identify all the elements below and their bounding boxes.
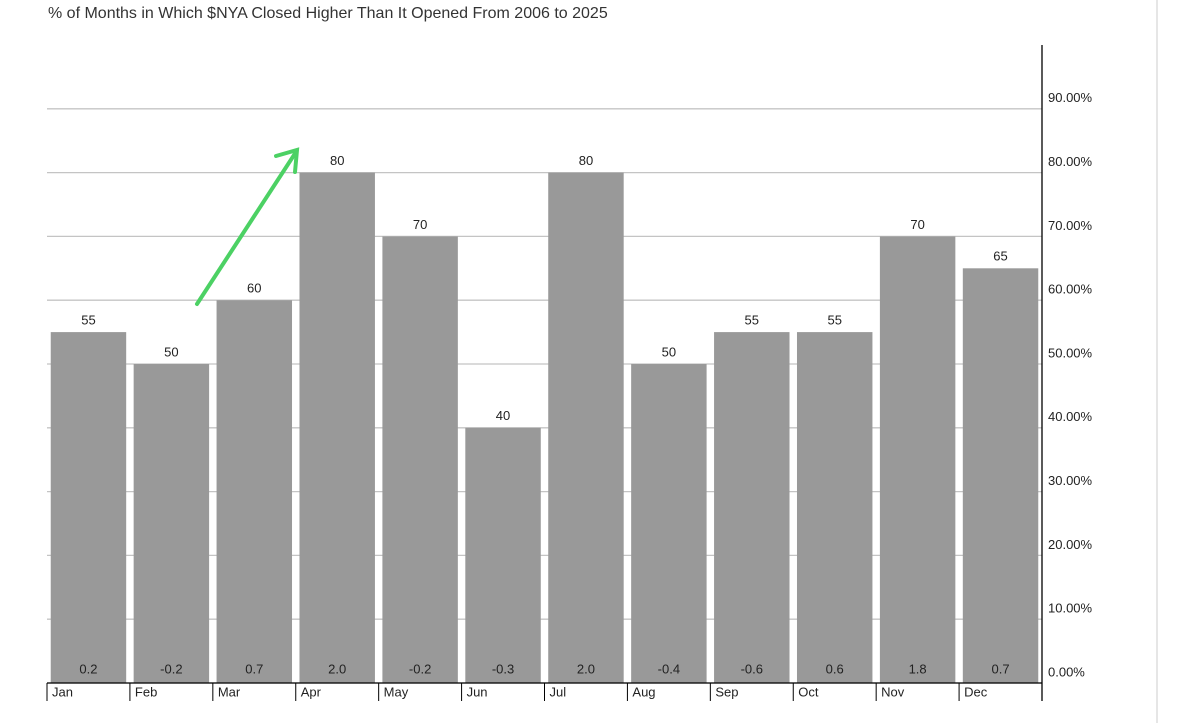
bar-note: -0.2 bbox=[409, 661, 431, 676]
bar bbox=[548, 172, 624, 683]
x-tick-label: Aug bbox=[632, 684, 655, 699]
value-label: 55 bbox=[827, 313, 841, 328]
y-tick-label: 0.00% bbox=[1048, 664, 1085, 679]
bar-note: -0.6 bbox=[741, 661, 763, 676]
bar bbox=[465, 427, 541, 683]
x-tick-label: Sep bbox=[715, 684, 738, 699]
x-tick-label: Mar bbox=[218, 684, 241, 699]
y-tick-label: 50.00% bbox=[1048, 345, 1093, 360]
value-label: 65 bbox=[993, 249, 1007, 264]
value-label: 55 bbox=[745, 313, 759, 328]
bar bbox=[50, 332, 127, 683]
bar bbox=[382, 236, 458, 683]
y-tick-label: 20.00% bbox=[1048, 537, 1093, 552]
bar-note: -0.3 bbox=[492, 661, 514, 676]
annotation-arrow bbox=[195, 147, 300, 306]
bar-note: 0.7 bbox=[245, 661, 263, 676]
value-label: 40 bbox=[496, 408, 510, 423]
y-tick-label: 90.00% bbox=[1048, 90, 1093, 105]
bar-note: 1.8 bbox=[909, 661, 927, 676]
bar bbox=[796, 332, 873, 683]
y-tick-label: 60.00% bbox=[1048, 282, 1093, 297]
y-tick-label: 70.00% bbox=[1048, 218, 1093, 233]
chart-title: % of Months in Which $NYA Closed Higher … bbox=[48, 5, 608, 22]
x-tick-label: Feb bbox=[135, 684, 157, 699]
bar-note: 0.6 bbox=[826, 661, 844, 676]
value-label: 55 bbox=[81, 313, 95, 328]
value-label: 70 bbox=[413, 217, 427, 232]
x-tick-label: Jan bbox=[52, 684, 73, 699]
value-label: 80 bbox=[330, 153, 344, 168]
x-tick-label: Jul bbox=[550, 684, 567, 699]
x-tick-label: May bbox=[384, 684, 409, 699]
bar-note: -0.4 bbox=[658, 661, 680, 676]
value-label: 80 bbox=[579, 153, 593, 168]
bar bbox=[631, 364, 707, 683]
value-label: 50 bbox=[662, 344, 676, 359]
bar bbox=[299, 172, 375, 683]
x-tick-label: Nov bbox=[881, 684, 905, 699]
x-tick-label: Apr bbox=[301, 684, 322, 699]
x-tick-label: Oct bbox=[798, 684, 819, 699]
value-label: 50 bbox=[164, 344, 178, 359]
bar-note: 0.2 bbox=[79, 661, 97, 676]
bar-note: 2.0 bbox=[577, 661, 595, 676]
bar-note: -0.2 bbox=[160, 661, 182, 676]
plot: 0.00% 10.00% 20.00% 30.00% 40.00% 50.00% 60.00… bbox=[46, 45, 1093, 701]
value-label: 60 bbox=[247, 281, 261, 296]
y-tick-label: 40.00% bbox=[1048, 409, 1093, 424]
y-tick-label: 30.00% bbox=[1048, 473, 1093, 488]
y-tick-label: 80.00% bbox=[1048, 154, 1093, 169]
x-tick-label: Dec bbox=[964, 684, 988, 699]
x-tick-label: Jun bbox=[467, 684, 488, 699]
bar bbox=[879, 236, 956, 683]
bar bbox=[714, 332, 790, 683]
bar-note: 2.0 bbox=[328, 661, 346, 676]
value-label: 70 bbox=[910, 217, 924, 232]
bar bbox=[133, 364, 210, 683]
bar bbox=[216, 300, 293, 683]
bar-note: 0.7 bbox=[992, 661, 1010, 676]
bar bbox=[962, 268, 1039, 683]
y-tick-label: 10.00% bbox=[1048, 601, 1093, 616]
